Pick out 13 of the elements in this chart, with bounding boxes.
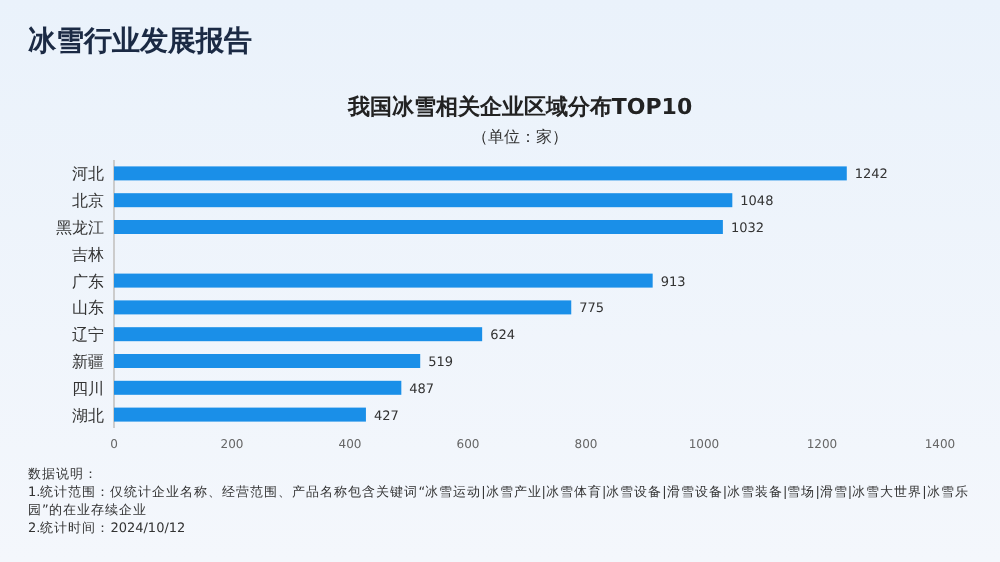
y-tick-label: 广东 [72, 272, 104, 291]
y-tick-label: 新疆 [72, 353, 104, 371]
y-tick-label: 吉林 [72, 245, 104, 264]
y-tick-label: 四川 [72, 379, 104, 398]
y-tick-label: 辽宁 [72, 326, 104, 345]
y-tick-label: 湖北 [72, 406, 104, 425]
chart-title: 我国冰雪相关企业区域分布TOP10 [345, 94, 693, 120]
y-tick-label: 北京 [72, 192, 104, 211]
y-tick-label: 河北 [72, 165, 104, 184]
y-tick-label: 黑龙江 [56, 219, 104, 237]
chart-subtitle: （单位：家） [472, 128, 568, 146]
y-tick-label: 山东 [72, 299, 104, 318]
text: 冰雪行业发展报告 [28, 24, 252, 60]
